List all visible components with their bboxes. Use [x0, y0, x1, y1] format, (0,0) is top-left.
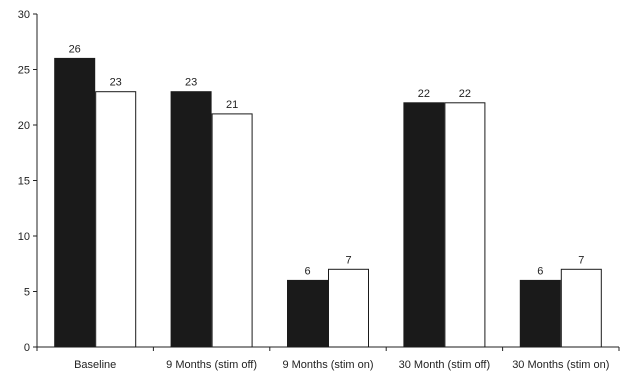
- bar-value-label: 23: [110, 77, 122, 89]
- x-category-label: 30 Month (stim off): [399, 359, 491, 371]
- bar-series-2: [560, 268, 602, 348]
- bar-series-1: [287, 279, 328, 348]
- value-labels-group: 26 23 23 21 6 7 22 22 6 7: [69, 43, 585, 277]
- bar-value-label: 22: [459, 88, 471, 100]
- x-axis: Baseline 9 Months (stim off) 9 Months (sti…: [36, 346, 620, 371]
- bar-series-1: [403, 102, 445, 348]
- bar-series-2: [444, 102, 486, 348]
- bar-value-label: 23: [185, 77, 197, 89]
- y-tick-label: 0: [24, 342, 30, 354]
- x-category-label: Baseline: [74, 359, 116, 371]
- bar-series-2: [95, 91, 137, 348]
- bar-value-label: 7: [345, 254, 351, 266]
- bar-series-group: [54, 57, 602, 348]
- y-tick-label: 10: [18, 231, 30, 243]
- bar-series-2: [328, 268, 369, 348]
- y-tick-label: 25: [18, 65, 30, 77]
- x-category-label: 30 Months (stim on): [512, 359, 609, 371]
- bar-series-1: [170, 91, 212, 348]
- bar-value-label: 6: [304, 265, 310, 277]
- bar-value-label: 6: [537, 265, 543, 277]
- y-tick-label: 15: [18, 176, 30, 188]
- bar-series-1: [54, 57, 96, 348]
- x-category-label: 9 Months (stim on): [282, 359, 373, 371]
- y-tick-label: 5: [24, 287, 30, 299]
- bar-value-label: 26: [69, 43, 81, 55]
- bar-value-label: 22: [418, 88, 430, 100]
- bar-series-2: [211, 113, 253, 348]
- y-tick-label: 30: [18, 9, 30, 21]
- bar-series-1: [519, 279, 561, 348]
- x-category-label: 9 Months (stim off): [166, 359, 257, 371]
- y-axis: 0 5 10 15 20 25 30: [18, 9, 38, 354]
- y-tick-label: 20: [18, 120, 30, 132]
- bar-value-label: 7: [578, 254, 584, 266]
- bar-value-label: 21: [226, 99, 238, 111]
